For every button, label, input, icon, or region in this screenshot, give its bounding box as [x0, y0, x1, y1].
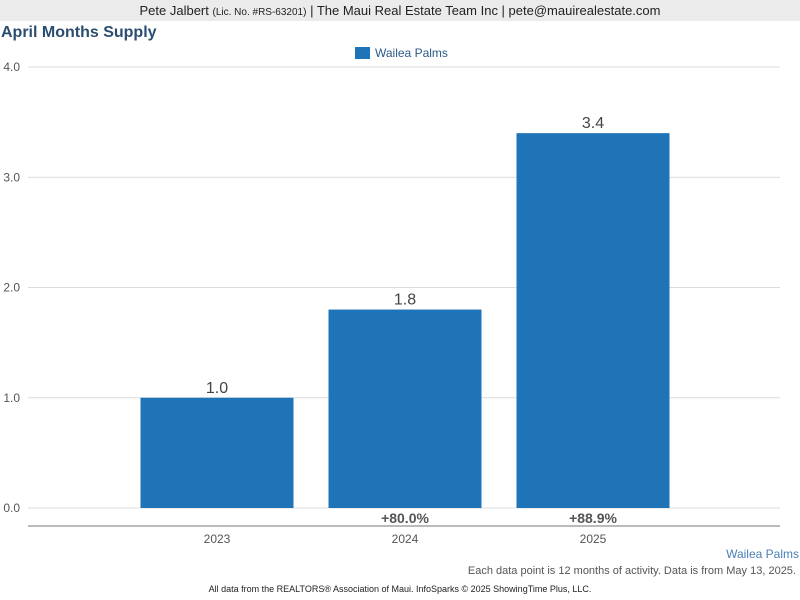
agent-name: Pete Jalbert	[139, 3, 209, 18]
legend: Wailea Palms	[355, 46, 448, 60]
y-tick-label: 4.0	[3, 60, 20, 74]
bar	[328, 309, 482, 508]
series-label: Wailea Palms	[726, 547, 799, 561]
x-tick-label: 2024	[392, 532, 419, 546]
x-tick-label: 2025	[580, 532, 607, 546]
agent-details: | The Maui Real Estate Team Inc | pete@m…	[310, 3, 661, 18]
y-tick-label: 3.0	[3, 170, 20, 184]
legend-label: Wailea Palms	[375, 46, 448, 60]
legend-swatch	[355, 47, 370, 59]
y-tick-label: 1.0	[3, 391, 20, 405]
chart-title: April Months Supply	[1, 24, 157, 41]
bar-value-label: 3.4	[582, 115, 604, 132]
change-label: +88.9%	[569, 510, 617, 526]
agent-header: Pete Jalbert (Lic. No. #RS-63201) | The …	[0, 0, 800, 21]
y-tick-label: 2.0	[3, 281, 20, 295]
footer-credit: All data from the REALTORS® Association …	[208, 584, 592, 594]
data-note: Each data point is 12 months of activity…	[467, 565, 796, 577]
bar-value-label: 1.8	[394, 292, 416, 309]
bar	[516, 133, 670, 508]
bar-value-label: 1.0	[206, 380, 228, 397]
bar	[140, 397, 294, 508]
change-label: +80.0%	[381, 510, 429, 526]
x-tick-label: 2023	[204, 532, 231, 546]
y-tick-label: 0.0	[3, 501, 20, 515]
license-number: (Lic. No. #RS-63201)	[212, 7, 307, 18]
